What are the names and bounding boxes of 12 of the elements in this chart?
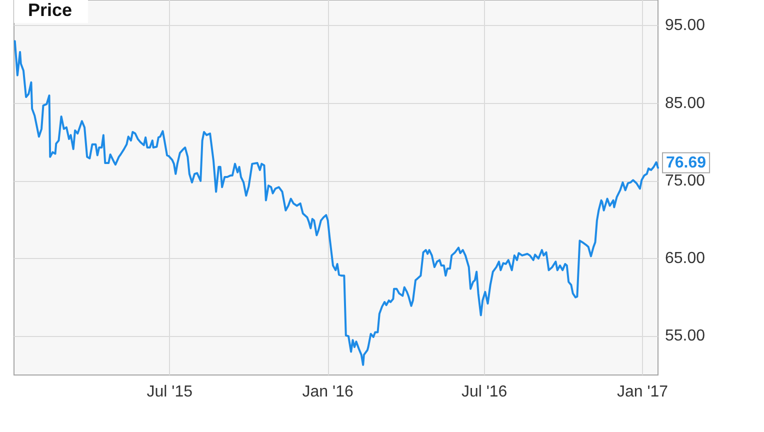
y-tick-label: 85.00 (665, 94, 706, 112)
x-tick-label: Jan '16 (302, 384, 354, 400)
y-tick-label: 75.00 (665, 172, 706, 190)
x-tick-label: Jul '16 (461, 384, 508, 400)
x-tick-label: Jan '17 (616, 384, 668, 400)
x-tick-label: Jul '15 (146, 384, 193, 400)
y-tick-label: 95.00 (665, 17, 706, 34)
y-tick-label: 55.00 (665, 328, 706, 345)
y-tick-label: 65.00 (665, 250, 706, 268)
chart-title: Price (28, 0, 72, 20)
data-label: 76.69 (666, 154, 706, 172)
line-series (14, 40, 659, 366)
